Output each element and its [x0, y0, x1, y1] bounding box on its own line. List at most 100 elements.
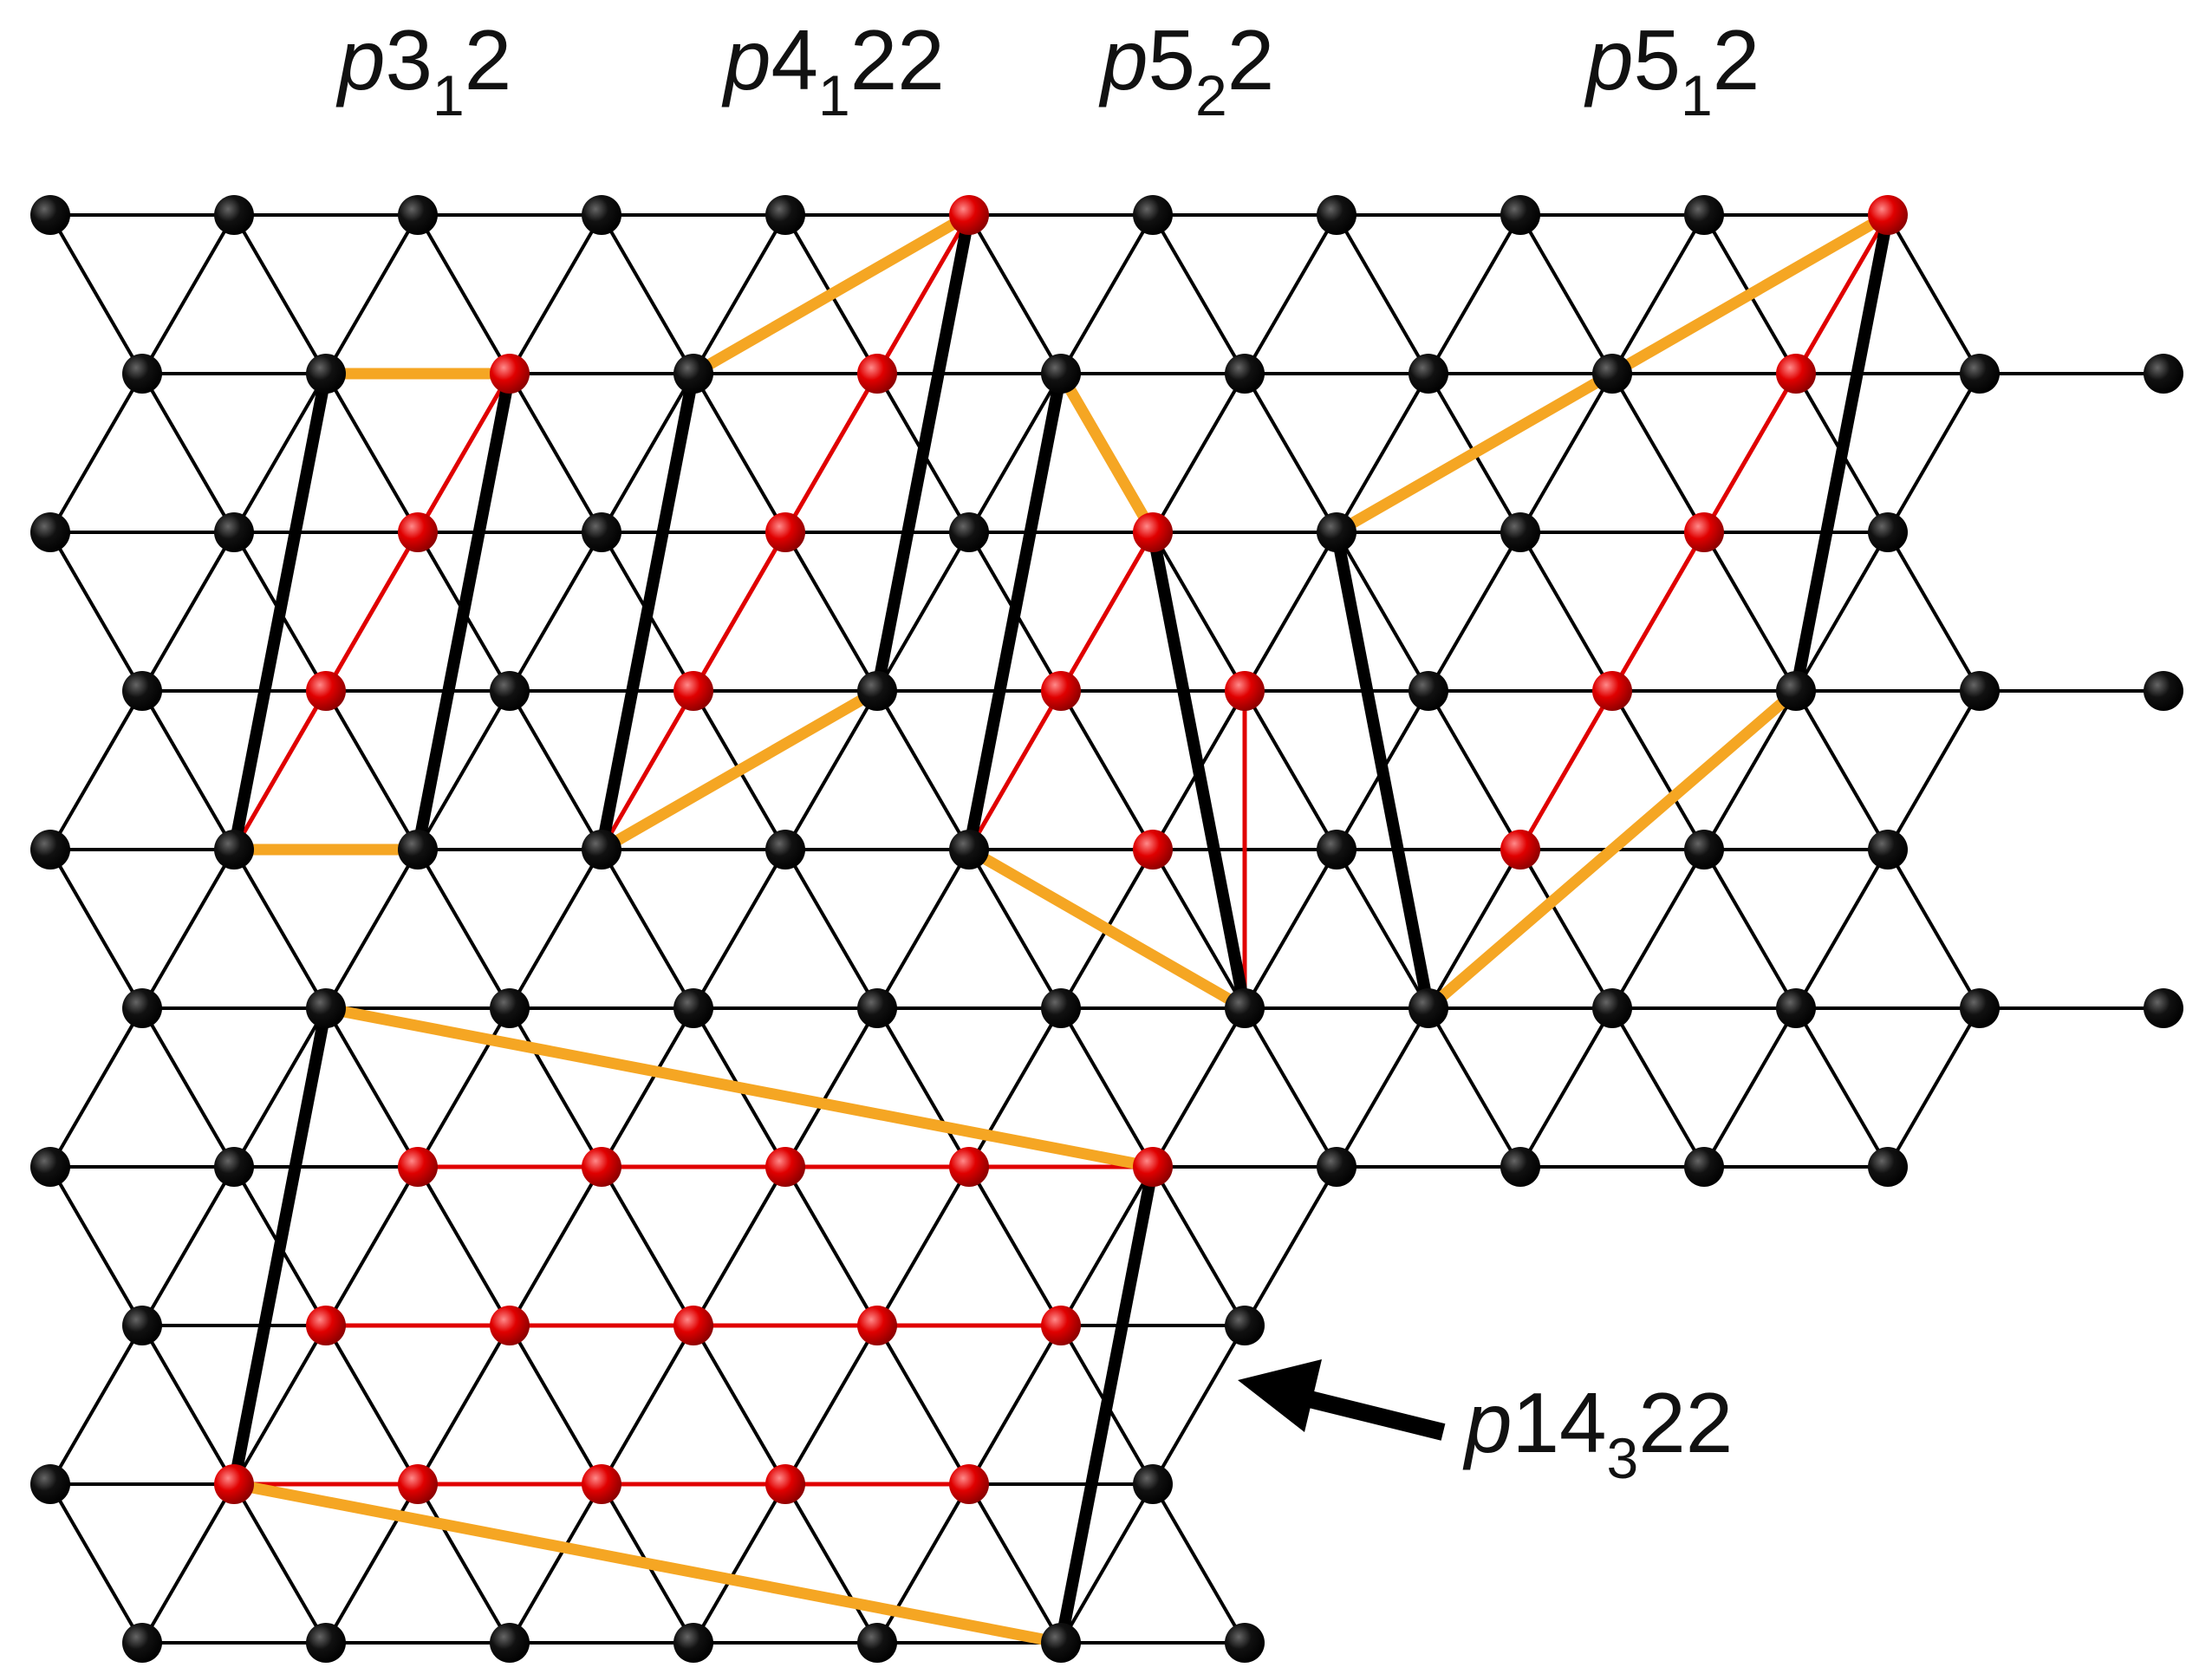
lattice-edge	[1886, 689, 1981, 851]
lattice-edge	[1794, 689, 1890, 851]
highlighted-node	[306, 671, 346, 711]
label-p4-1-22: p4122	[721, 12, 945, 127]
lattice-edge	[508, 213, 603, 375]
lattice-edge	[1886, 531, 1981, 693]
thick-black-line	[963, 368, 1067, 856]
lattice-edge	[784, 531, 879, 693]
lattice-edge	[508, 1324, 603, 1486]
lattice-node	[1409, 354, 1448, 394]
thick-black-line	[871, 209, 975, 697]
lattice-edge	[875, 531, 971, 693]
highlighted-node	[582, 1147, 621, 1187]
lattice-node	[1960, 988, 2000, 1028]
lattice-node	[1776, 671, 1816, 711]
lattice-edge	[784, 848, 879, 1010]
orange-connection-lines	[228, 209, 1894, 1649]
lattice-edge	[140, 213, 236, 375]
lattice-node	[765, 830, 805, 870]
orange-line	[687, 209, 975, 380]
lattice-edge	[324, 848, 420, 1010]
thick-black-line	[595, 368, 699, 856]
lattice-edge	[232, 1006, 328, 1169]
lattice-node	[857, 988, 897, 1028]
lattice-edge	[1335, 848, 1430, 1010]
lattice-node	[30, 512, 70, 552]
highlighted-node	[949, 195, 989, 235]
lattice-node	[1409, 671, 1448, 711]
lattice-node	[122, 1306, 162, 1345]
lattice-edge	[140, 1165, 236, 1327]
lattice-edge	[416, 1324, 511, 1486]
red-line	[231, 372, 512, 851]
lattice-edge	[508, 689, 603, 851]
lattice-node	[490, 1623, 530, 1663]
lattice-edge	[49, 372, 144, 534]
lattice-node	[1317, 830, 1356, 870]
lattice-edge	[140, 689, 236, 851]
highlighted-node	[398, 512, 438, 552]
lattice-edge	[232, 848, 328, 1010]
highlighted-node	[1041, 1306, 1081, 1345]
lattice-node	[122, 988, 162, 1028]
lattice-edge	[1059, 1006, 1155, 1169]
lattice-edge	[967, 848, 1063, 1010]
lattice-node	[1041, 354, 1081, 394]
highlighted-node	[765, 1464, 805, 1504]
lattice-edge	[49, 1324, 144, 1486]
lattice-edge	[1886, 372, 1981, 534]
lattice-node	[490, 988, 530, 1028]
lattice-edge	[967, 372, 1063, 534]
lattice-node	[1868, 512, 1908, 552]
lattice-edge	[324, 1482, 420, 1645]
lattice-edge	[600, 213, 695, 375]
lattice-node	[1776, 988, 1816, 1028]
lattice-edge	[1151, 848, 1246, 1010]
lattice-node	[1317, 512, 1356, 552]
lattice-node	[673, 354, 713, 394]
lattice-node	[306, 354, 346, 394]
lattice-edge	[1427, 213, 1522, 375]
lattice-edge	[1151, 213, 1246, 375]
lattice-edge	[324, 372, 420, 534]
lattice-node	[30, 830, 70, 870]
thick-black-line	[1055, 1161, 1159, 1649]
lattice-edge	[600, 1165, 695, 1327]
lattice-edge	[875, 848, 971, 1010]
highlighted-node	[1776, 354, 1816, 394]
lattice-edge	[416, 213, 511, 375]
lattice-edge	[1059, 689, 1155, 851]
lattice-edge	[1335, 1006, 1430, 1169]
lattice-edge	[49, 689, 144, 851]
lattice-node	[214, 830, 254, 870]
lattice-node	[122, 1623, 162, 1663]
highlighted-node	[949, 1147, 989, 1187]
highlighted-node	[490, 1306, 530, 1345]
highlighted-node	[214, 1464, 254, 1504]
lattice-edge	[416, 689, 511, 851]
lattice-node	[306, 1623, 346, 1663]
lattice-node	[306, 988, 346, 1028]
lattice-edge	[692, 213, 787, 375]
lattice-edge	[967, 1006, 1063, 1169]
lattice-edge	[1610, 1006, 1706, 1169]
lattice-edge	[140, 1324, 236, 1486]
lattice-edge	[600, 848, 695, 1010]
lattice-node	[1500, 1147, 1540, 1187]
lattice-node	[1684, 830, 1724, 870]
lattice-edge	[324, 1165, 420, 1327]
thick-black-line	[228, 1002, 332, 1490]
lattice-edge	[1427, 848, 1522, 1010]
lattice-node	[1592, 354, 1632, 394]
lattice-edge	[1243, 531, 1338, 693]
lattice-node	[1225, 1623, 1265, 1663]
lattice-node	[949, 830, 989, 870]
lattice-node	[214, 512, 254, 552]
lattice-node	[2144, 671, 2183, 711]
lattice-edge	[1335, 213, 1430, 375]
lattice-node	[857, 671, 897, 711]
lattice-edge	[692, 1165, 787, 1327]
lattice-edge	[416, 1165, 511, 1327]
lattice-edge	[784, 1482, 879, 1645]
lattice-edge	[1243, 848, 1338, 1010]
highlighted-node	[1592, 671, 1632, 711]
